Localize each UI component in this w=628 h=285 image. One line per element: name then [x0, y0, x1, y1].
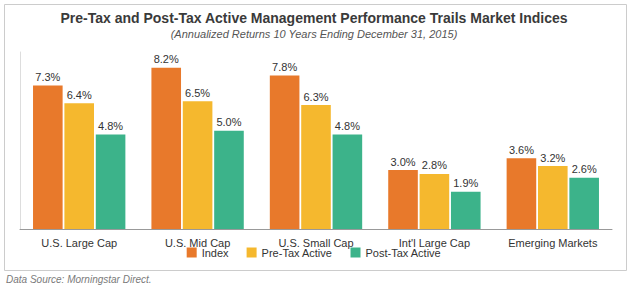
svg-text:Pre-Tax and Post-Tax Active Ma: Pre-Tax and Post-Tax Active Management P…	[60, 10, 567, 26]
svg-text:U.S. Mid Cap: U.S. Mid Cap	[164, 236, 231, 249]
svg-text:4.8%: 4.8%	[98, 120, 123, 132]
svg-text:Data Source: Morningstar Direc: Data Source: Morningstar Direct.	[6, 274, 152, 285]
svg-text:Post-Tax Active: Post-Tax Active	[366, 247, 441, 259]
svg-text:3.2%: 3.2%	[540, 152, 565, 164]
svg-text:2.6%: 2.6%	[572, 163, 597, 175]
svg-text:Pre-Tax Active: Pre-Tax Active	[262, 247, 332, 259]
svg-text:2.8%: 2.8%	[422, 159, 447, 171]
svg-text:U.S. Large Cap: U.S. Large Cap	[41, 237, 117, 249]
svg-text:1.9%: 1.9%	[453, 177, 478, 189]
svg-text:Emerging Markets: Emerging Markets	[508, 237, 598, 249]
svg-text:4.8%: 4.8%	[335, 120, 360, 132]
svg-text:6.5%: 6.5%	[185, 87, 210, 99]
svg-text:U.S. Small Cap: U.S. Small Cap	[278, 236, 354, 249]
svg-text:3.6%: 3.6%	[509, 144, 534, 156]
svg-text:Int'l Large Cap: Int'l Large Cap	[398, 236, 470, 249]
svg-text:7.8%: 7.8%	[272, 61, 297, 73]
svg-text:5.0%: 5.0%	[216, 116, 241, 128]
svg-text:6.4%: 6.4%	[67, 89, 92, 101]
svg-text:3.0%: 3.0%	[390, 156, 415, 168]
svg-text:Index: Index	[202, 247, 229, 259]
svg-text:8.2%: 8.2%	[154, 53, 179, 65]
svg-text:6.3%: 6.3%	[303, 91, 328, 103]
svg-text:7.3%: 7.3%	[35, 71, 60, 83]
svg-text:(Annualized Returns 10 Years E: (Annualized Returns 10 Years Ending Dece…	[171, 28, 458, 40]
